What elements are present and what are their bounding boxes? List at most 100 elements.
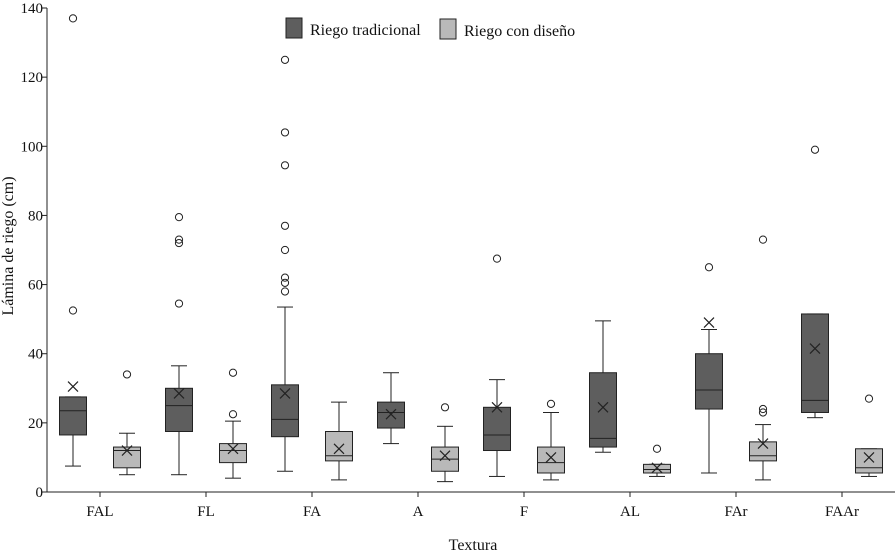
box-FAAr-diseno [855, 394, 883, 477]
mean-marker [385, 408, 397, 420]
mean-marker [703, 317, 715, 329]
x-tick-label: A [413, 504, 424, 520]
legend-label-diseno: Riego con diseño [464, 23, 575, 40]
x-tick-label: FA [303, 504, 321, 520]
outlier-point [280, 278, 290, 287]
outlier-point [280, 287, 290, 296]
x-tick-label: FL [197, 504, 215, 520]
box-A-tradicional [377, 372, 405, 445]
outlier-point [122, 370, 132, 379]
box-FA-diseno [325, 401, 353, 481]
outlier-point [758, 404, 768, 414]
mean-marker [757, 438, 769, 450]
y-tick-label: 20 [28, 416, 43, 432]
y-tick-label: 60 [28, 278, 43, 294]
y-tick-label: 40 [28, 347, 43, 363]
box-iqr [749, 441, 777, 462]
box-iqr [377, 401, 405, 429]
box-FL-diseno [219, 368, 247, 479]
x-tick-label: AL [620, 504, 640, 520]
box-F-tradicional [483, 254, 511, 477]
mean-marker [545, 452, 557, 463]
x-tick-label: FAL [86, 504, 113, 520]
outlier-point [704, 263, 714, 272]
mean-marker [863, 452, 875, 463]
box-iqr [271, 384, 299, 438]
box-iqr [537, 446, 565, 474]
legend-label-tradicional: Riego tradicional [310, 22, 421, 39]
outlier-point [280, 161, 290, 170]
box-FAL-diseno [113, 370, 141, 476]
legend-swatch-tradicional [285, 17, 303, 39]
plot-frame [46, 8, 895, 493]
mean-marker [173, 388, 185, 399]
mean-marker [439, 450, 451, 462]
x-tick-label: FAAr [825, 504, 859, 520]
outlier-point [280, 128, 290, 137]
box-iqr [219, 443, 247, 464]
box-iqr [113, 446, 141, 469]
mean-marker [121, 445, 133, 456]
box-F-diseno [537, 399, 565, 481]
legend-swatch-diseno [439, 18, 457, 40]
y-tick-label: 140 [21, 1, 44, 17]
box-series [59, 14, 883, 483]
mean-marker [67, 381, 79, 392]
outlier-point [228, 368, 238, 377]
outlier-point [546, 399, 556, 408]
outlier-point [174, 235, 184, 244]
outlier-point [280, 221, 290, 230]
box-iqr [643, 463, 671, 474]
box-iqr [589, 372, 617, 448]
y-tick-label: 0 [36, 485, 44, 501]
mean-marker [651, 462, 663, 474]
y-axis-ticks: 0 20 40 60 80 100 120 140 [21, 1, 47, 501]
mean-marker [809, 343, 821, 354]
outlier-point [864, 394, 874, 403]
outlier-point [174, 213, 184, 222]
box-iqr [165, 387, 193, 432]
mean-marker [597, 401, 609, 413]
outlier-point [280, 273, 290, 282]
x-axis-title: Textura [449, 537, 498, 553]
box-A-diseno [431, 403, 459, 483]
box-iqr [325, 431, 353, 462]
box-FAL-tradicional [59, 14, 87, 467]
outlier-point [68, 14, 78, 23]
y-tick-label: 100 [21, 139, 44, 155]
outlier-point [758, 235, 768, 244]
y-axis-title: Lámina de riego (cm) [0, 176, 17, 315]
legend: Riego tradicional Riego con diseño [285, 17, 575, 40]
x-axis-ticks: FAL FL FA A F AL FAr FAAr [86, 492, 859, 520]
outlier-point [280, 55, 290, 64]
outlier-point [652, 444, 662, 453]
box-FAr-diseno [749, 235, 777, 481]
mean-marker [279, 388, 291, 399]
outlier-point [174, 238, 184, 248]
y-tick-label: 120 [21, 70, 44, 86]
outlier-point [758, 408, 768, 417]
box-iqr [59, 396, 87, 436]
outlier-point [810, 145, 820, 154]
box-AL-tradicional [589, 320, 617, 453]
y-tick-label: 80 [28, 208, 43, 224]
box-AL-diseno [643, 444, 671, 477]
box-iqr [855, 448, 883, 474]
outlier-point [228, 410, 238, 419]
outlier-point [492, 254, 502, 263]
x-tick-label: F [520, 504, 528, 520]
outlier-point [440, 403, 450, 412]
mean-marker [491, 401, 503, 413]
mean-marker [227, 443, 239, 455]
outlier-point [68, 306, 78, 315]
outlier-point [174, 299, 184, 308]
box-FL-tradicional [165, 213, 193, 476]
box-FA-tradicional [271, 55, 299, 472]
box-iqr [695, 353, 723, 410]
box-iqr [483, 406, 511, 452]
box-FAr-tradicional [695, 263, 723, 474]
x-tick-label: FAr [724, 504, 747, 520]
box-iqr [801, 313, 829, 413]
outlier-point [280, 245, 290, 255]
